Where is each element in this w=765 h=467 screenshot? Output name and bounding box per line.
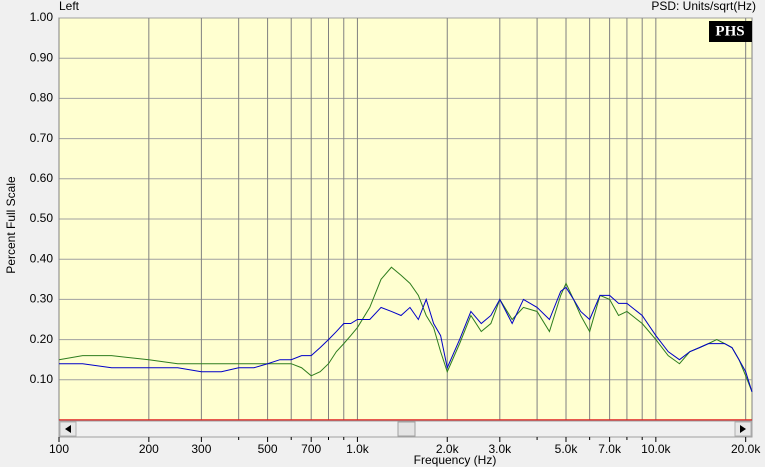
x-tick-label: 100 — [49, 442, 69, 456]
arrow-left — [65, 425, 71, 433]
x-tick-label: 300 — [191, 442, 211, 456]
x-tick-label: 3.0k — [488, 442, 512, 456]
y-tick-label: 0.20 — [30, 332, 54, 346]
y-tick-label: 0.90 — [30, 50, 54, 64]
y-axis-label: Percent Full Scale — [4, 176, 18, 274]
series-line — [58, 266, 753, 393]
y-tick-label: 0.60 — [30, 171, 54, 185]
logo: PHS — [715, 23, 744, 39]
x-tick-label: 1.0k — [346, 442, 370, 456]
y-tick-label: 0.80 — [30, 91, 54, 105]
y-tick-label: 0.40 — [30, 251, 54, 265]
x-tick-label: 700 — [301, 442, 321, 456]
x-tick-label: 2.0k — [436, 442, 460, 456]
y-tick-label: 0.10 — [30, 372, 54, 386]
logo-box — [709, 21, 752, 42]
y-tick-label: 0.70 — [30, 131, 54, 145]
y-tick-label: 0.30 — [30, 292, 54, 306]
x-axis-label: Frequency (Hz) — [414, 453, 497, 467]
y-tick-label: 1.00 — [30, 10, 54, 24]
scrollbar[interactable] — [58, 420, 753, 438]
grid — [58, 17, 752, 420]
units-label: PSD: Units/sqrt(Hz) — [651, 0, 756, 13]
x-tick-label: 10.0k — [641, 442, 671, 456]
x-tick-label: 20.0k — [731, 442, 761, 456]
channel-label: Left — [59, 0, 80, 13]
x-tick-label: 500 — [258, 442, 278, 456]
series-line — [59, 286, 753, 393]
scroll-thumb[interactable] — [397, 421, 416, 437]
x-tick-label: 5.0k — [555, 442, 579, 456]
x-tick-label: 200 — [139, 442, 159, 456]
x-tick-label: 7.0k — [598, 442, 622, 456]
arrow-right — [740, 425, 746, 433]
y-tick-label: 0.50 — [30, 211, 54, 225]
lines — [58, 266, 753, 393]
